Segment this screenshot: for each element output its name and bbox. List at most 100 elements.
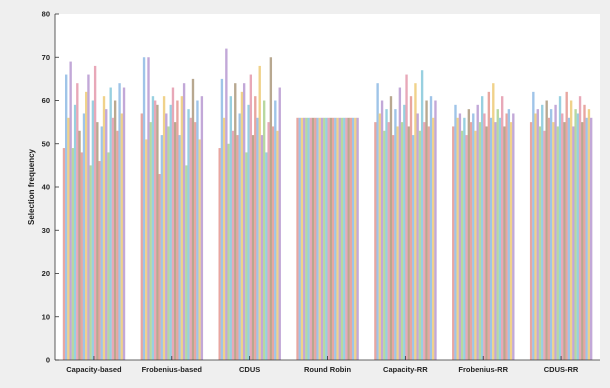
bar xyxy=(178,135,181,360)
bar xyxy=(389,96,393,361)
bar xyxy=(111,117,115,360)
bar xyxy=(392,135,395,360)
bar xyxy=(400,122,404,361)
bar xyxy=(278,87,281,360)
bar xyxy=(191,78,195,361)
bar xyxy=(545,100,548,360)
bar xyxy=(165,113,168,360)
bar xyxy=(311,117,315,360)
bar xyxy=(345,117,348,360)
bar xyxy=(565,91,568,360)
bar xyxy=(296,117,299,360)
bar xyxy=(572,126,575,360)
bar-group-capacity-based xyxy=(62,61,126,361)
bar xyxy=(185,165,188,361)
bars-layer xyxy=(62,48,593,361)
y-tick-label: 0 xyxy=(46,356,50,365)
y-tick-label: 30 xyxy=(42,226,50,235)
x-tick-label: Round Robin xyxy=(304,365,351,374)
bar xyxy=(509,122,513,361)
bar xyxy=(91,100,95,360)
bar xyxy=(567,117,571,360)
bar xyxy=(320,117,324,360)
bar xyxy=(412,135,415,360)
bar xyxy=(543,130,546,360)
bar xyxy=(498,117,502,360)
bar xyxy=(532,91,535,360)
bar-group-frobenius-based xyxy=(140,57,204,361)
bar xyxy=(576,113,580,360)
bar xyxy=(338,117,341,360)
x-tick-label: Frobenius-RR xyxy=(458,365,508,374)
bar xyxy=(478,122,482,361)
y-tick-label: 50 xyxy=(42,139,50,148)
bar xyxy=(256,117,259,360)
bar xyxy=(198,139,201,360)
bar xyxy=(147,57,150,360)
bar xyxy=(418,130,422,360)
bar xyxy=(249,74,253,361)
bar xyxy=(480,96,484,361)
bar xyxy=(378,113,382,360)
bar-group-cdus xyxy=(218,48,281,361)
bar xyxy=(298,117,301,360)
bar xyxy=(374,122,377,361)
bar xyxy=(245,152,248,360)
bar xyxy=(474,130,477,360)
bar xyxy=(420,70,424,360)
bar xyxy=(89,165,92,361)
bar xyxy=(303,117,306,360)
bar xyxy=(385,109,388,361)
bar xyxy=(151,96,155,361)
bar xyxy=(534,113,537,360)
bar xyxy=(494,122,497,361)
bar xyxy=(327,117,330,360)
bar-group-capacity-rr xyxy=(374,70,437,361)
bar xyxy=(62,148,66,360)
y-axis-label: Selection frequency xyxy=(27,148,36,225)
bar xyxy=(153,100,157,360)
bar xyxy=(73,104,77,360)
bar xyxy=(340,117,344,360)
bar xyxy=(487,91,491,360)
bar xyxy=(325,117,328,360)
bar xyxy=(376,83,379,360)
bar xyxy=(105,109,108,361)
bar xyxy=(258,65,261,361)
bar xyxy=(552,122,555,361)
y-tick-label: 80 xyxy=(42,10,50,19)
bar xyxy=(541,104,544,360)
bar xyxy=(222,117,226,360)
bar xyxy=(465,135,468,360)
bar xyxy=(469,122,473,361)
bar xyxy=(472,113,475,360)
bar xyxy=(196,100,199,360)
bar xyxy=(547,117,551,360)
bar xyxy=(234,83,237,360)
bar xyxy=(558,96,562,361)
bar xyxy=(160,135,164,360)
bar xyxy=(236,135,239,360)
bar xyxy=(483,113,486,360)
bar xyxy=(227,143,230,360)
bar xyxy=(334,117,337,360)
bar xyxy=(492,83,495,360)
bar xyxy=(501,96,504,361)
bar xyxy=(452,126,455,360)
y-tick-label: 70 xyxy=(42,53,50,62)
bar xyxy=(254,96,257,361)
bar xyxy=(463,117,466,360)
bar xyxy=(316,117,319,360)
axes-layer: 0 10 20 30 40 50 60 70 80 Capacity-based Frobenius… xyxy=(42,10,600,374)
bar xyxy=(432,117,435,360)
bar xyxy=(69,61,72,360)
bar xyxy=(318,117,321,360)
bar xyxy=(158,174,161,360)
bar xyxy=(176,100,179,360)
bar xyxy=(218,148,221,360)
bar xyxy=(262,100,266,360)
bar xyxy=(398,87,402,360)
x-tick-label: Capacity-RR xyxy=(383,365,428,374)
bar xyxy=(407,126,410,360)
